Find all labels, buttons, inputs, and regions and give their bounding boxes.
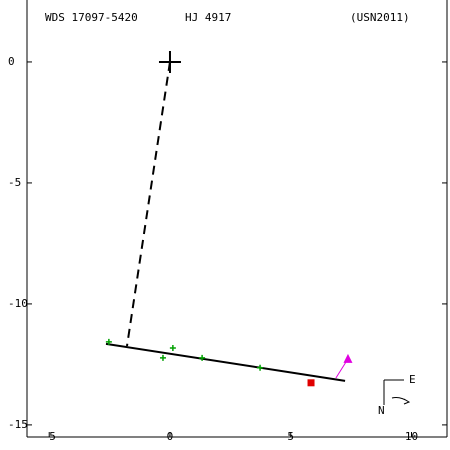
x-tick-label: 5 — [287, 430, 294, 443]
observation — [257, 364, 264, 371]
observation — [199, 354, 206, 361]
chart-title: HJ 4917 — [185, 11, 231, 24]
y-tick-label: -15 — [8, 418, 28, 431]
observation — [159, 354, 166, 361]
observation — [105, 338, 112, 345]
motion-arrowhead — [343, 353, 353, 363]
observation — [169, 344, 176, 351]
x-tick-label: 0 — [167, 430, 174, 443]
compass: E N — [378, 373, 416, 417]
orbit-line — [105, 342, 346, 382]
last-observation — [307, 379, 315, 387]
separation-line — [126, 61, 171, 347]
identifier: WDS 17097-5420 — [45, 11, 138, 24]
y-tick-label: -5 — [8, 176, 21, 189]
y-tick-label: 0 — [8, 55, 15, 68]
x-tick-label: -5 — [43, 430, 56, 443]
reference: (USN2011) — [350, 11, 410, 24]
x-tick-label: 10 — [405, 430, 418, 443]
compass-east: E — [409, 373, 416, 386]
compass-north: N — [378, 404, 385, 417]
y-tick-label: -10 — [8, 297, 28, 310]
primary-star — [158, 50, 181, 73]
compass-arrow — [391, 397, 411, 405]
